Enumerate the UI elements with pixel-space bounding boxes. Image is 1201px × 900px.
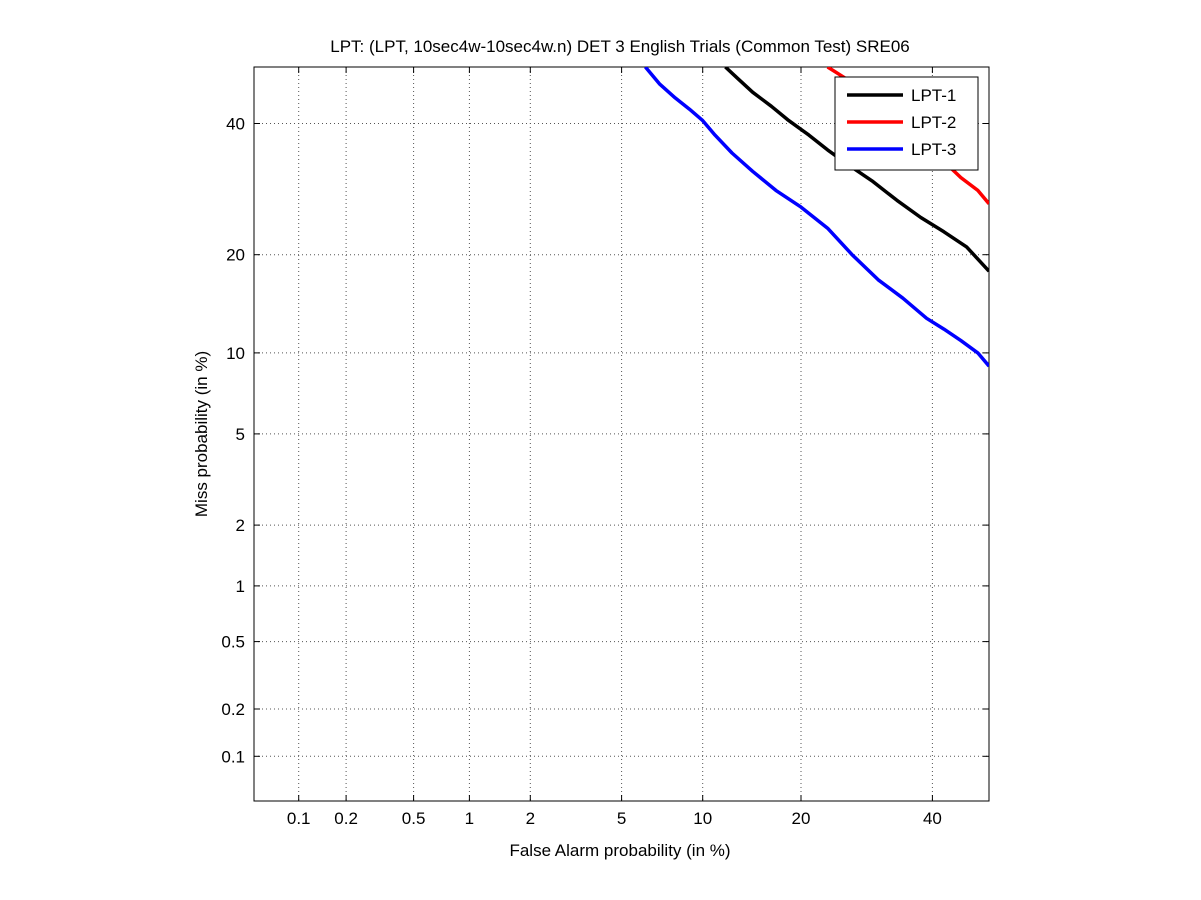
y-tick-label: 1 (236, 577, 245, 596)
x-axis-label: False Alarm probability (in %) (509, 841, 730, 860)
x-axis-ticks: 0.1 0.2 0.5 1 2 5 10 20 40 (287, 67, 942, 828)
y-tick-label: 20 (226, 246, 245, 265)
y-axis-label: Miss probability (in %) (192, 351, 211, 517)
grid (254, 67, 989, 801)
y-tick-label: 2 (236, 516, 245, 535)
x-tick-label: 1 (465, 809, 474, 828)
y-tick-label: 0.5 (221, 633, 245, 652)
y-axis-ticks: 0.1 0.2 0.5 1 2 5 10 20 40 (221, 115, 989, 766)
legend-label: LPT-3 (911, 140, 956, 159)
legend: LPT-1 LPT-2 LPT-3 (834, 76, 979, 171)
chart-title: LPT: (LPT, 10sec4w-10sec4w.n) DET 3 Engl… (330, 37, 910, 56)
y-tick-label: 40 (226, 115, 245, 134)
x-tick-label: 5 (617, 809, 626, 828)
y-tick-label: 0.1 (221, 747, 245, 766)
x-tick-label: 40 (923, 809, 942, 828)
series-line-lpt-3 (644, 67, 989, 368)
x-tick-label: 2 (526, 809, 535, 828)
legend-label: LPT-1 (911, 86, 956, 105)
y-tick-label: 0.2 (221, 700, 245, 719)
x-tick-label: 20 (792, 809, 811, 828)
y-tick-label: 5 (236, 425, 245, 444)
x-tick-label: 10 (693, 809, 712, 828)
y-tick-label: 10 (226, 344, 245, 363)
legend-label: LPT-2 (911, 113, 956, 132)
x-tick-label: 0.1 (287, 809, 311, 828)
x-tick-label: 0.2 (334, 809, 358, 828)
x-tick-label: 0.5 (402, 809, 426, 828)
